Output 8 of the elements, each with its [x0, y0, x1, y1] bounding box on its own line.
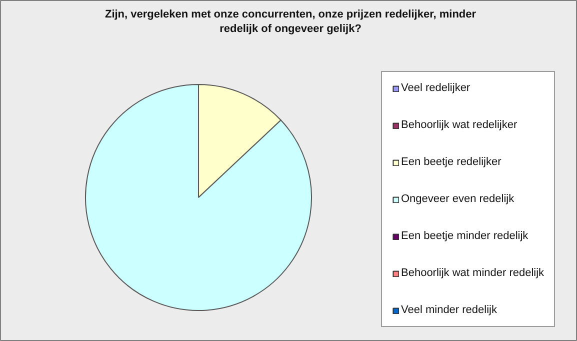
legend-label: Veel minder redelijk — [401, 304, 497, 316]
legend-label: Een beetje redelijker — [401, 156, 502, 168]
legend-label: Een beetje minder redelijk — [401, 230, 528, 242]
legend-label: Behoorlijk wat minder redelijk — [401, 267, 544, 279]
legend-label: Behoorlijk wat redelijker — [401, 119, 518, 131]
chart-title: Zijn, vergeleken met onze concurrenten, onze prijzen redelijker, minder redelijk of ongeveer gelijk? — [104, 8, 477, 35]
legend-label: Ongeveer even redelijk — [401, 193, 514, 205]
legend-label: Veel redelijker — [401, 82, 470, 94]
